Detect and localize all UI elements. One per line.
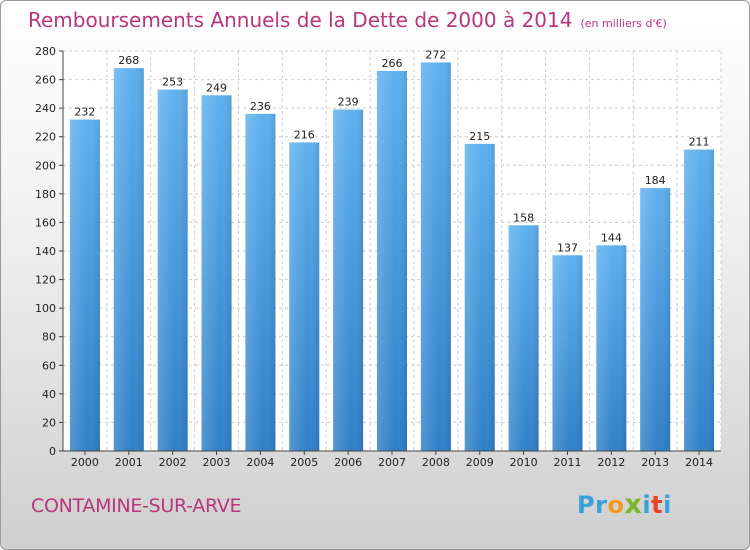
bar-shade-2004 xyxy=(245,113,276,451)
logo-letter: x xyxy=(624,489,643,520)
y-tick-label: 220 xyxy=(35,131,56,144)
proxiti-logo: Proxiti xyxy=(577,489,672,520)
y-tick-label: 100 xyxy=(35,302,56,315)
bar-shade-2006 xyxy=(333,109,364,452)
x-tick-label-2012: 2012 xyxy=(597,456,625,469)
bar-shade-2001 xyxy=(113,68,144,452)
y-tick-label: 120 xyxy=(35,274,56,287)
data-label-2002: 253 xyxy=(162,76,183,89)
y-tick-label: 160 xyxy=(35,216,56,229)
y-tick-label: 60 xyxy=(42,359,56,372)
logo-letter: t xyxy=(651,491,664,519)
x-tick-label-2013: 2013 xyxy=(641,456,669,469)
logo-letter: i xyxy=(663,491,672,519)
chart-title-main: Remboursements Annuels de la Dette de 20… xyxy=(28,8,573,32)
bar-shade-2014 xyxy=(684,149,715,452)
x-tick-label-2001: 2001 xyxy=(115,456,143,469)
data-label-2001: 268 xyxy=(118,54,139,67)
data-label-2011: 137 xyxy=(557,241,578,254)
x-tick-label-2004: 2004 xyxy=(246,456,274,469)
x-tick-label-2000: 2000 xyxy=(71,456,99,469)
x-tick-label-2011: 2011 xyxy=(553,456,581,469)
bar-shade-2003 xyxy=(201,95,232,452)
logo-letter: P xyxy=(577,491,596,519)
bar-shade-2008 xyxy=(420,62,451,452)
data-label-2008: 272 xyxy=(425,48,446,61)
bar-shade-2010 xyxy=(508,225,539,451)
bar-shade-2013 xyxy=(640,188,671,451)
data-label-2012: 144 xyxy=(601,231,622,244)
city-name: CONTAMINE-SUR-ARVE xyxy=(31,495,242,517)
x-tick-label-2002: 2002 xyxy=(159,456,187,469)
axes: 0 20 40 60 80 100 120 140 160 180 200 220 240 260 280 2… xyxy=(35,45,721,469)
bar-shade-2011 xyxy=(552,255,583,451)
y-tick-label: 80 xyxy=(42,331,56,344)
bar-shade-2009 xyxy=(464,143,495,451)
data-label-2000: 232 xyxy=(74,106,95,119)
data-labels: 232 268 253 249 236 216 239 266 272 215 158 137 144 1… xyxy=(74,48,709,254)
x-tick-label-2006: 2006 xyxy=(334,456,362,469)
bars xyxy=(69,62,715,452)
bar-shade-2005 xyxy=(289,142,320,451)
bar-shade-2000 xyxy=(69,119,100,452)
y-tick-label: 200 xyxy=(35,159,56,172)
y-tick-label: 0 xyxy=(49,445,56,458)
y-tick-label: 20 xyxy=(42,416,56,429)
y-tick-label: 180 xyxy=(35,188,56,201)
x-tick-label-2014: 2014 xyxy=(685,456,713,469)
x-tick-label-2009: 2009 xyxy=(466,456,494,469)
x-tick-label-2008: 2008 xyxy=(422,456,450,469)
y-tick-label: 260 xyxy=(35,74,56,87)
bar-shade-2007 xyxy=(377,71,407,451)
data-label-2007: 266 xyxy=(382,57,403,70)
x-tick-label-2010: 2010 xyxy=(510,456,538,469)
data-label-2013: 184 xyxy=(645,174,666,187)
chart-unit-note: (en milliers d'€) xyxy=(580,17,667,30)
data-label-2003: 249 xyxy=(206,81,227,94)
data-label-2005: 216 xyxy=(294,128,315,141)
y-tick-label: 40 xyxy=(42,388,56,401)
data-label-2006: 239 xyxy=(338,96,359,109)
x-tick-label-2005: 2005 xyxy=(290,456,318,469)
x-tick-label-2007: 2007 xyxy=(378,456,406,469)
y-tick-label: 140 xyxy=(35,245,56,258)
y-tick-label: 240 xyxy=(35,102,56,115)
bar-shade-2002 xyxy=(157,89,188,452)
y-tick-label: 280 xyxy=(35,45,56,58)
data-label-2010: 158 xyxy=(513,211,534,224)
bar-shade-2012 xyxy=(596,245,627,451)
data-label-2009: 215 xyxy=(469,130,490,143)
logo-letter: i xyxy=(642,491,652,519)
logo-letter: r xyxy=(595,491,608,519)
data-label-2014: 211 xyxy=(689,136,710,149)
data-label-2004: 236 xyxy=(250,100,271,113)
logo-letter: o xyxy=(607,491,625,519)
chart-title: Remboursements Annuels de la Dette de 20… xyxy=(28,8,667,32)
x-tick-label-2003: 2003 xyxy=(203,456,231,469)
